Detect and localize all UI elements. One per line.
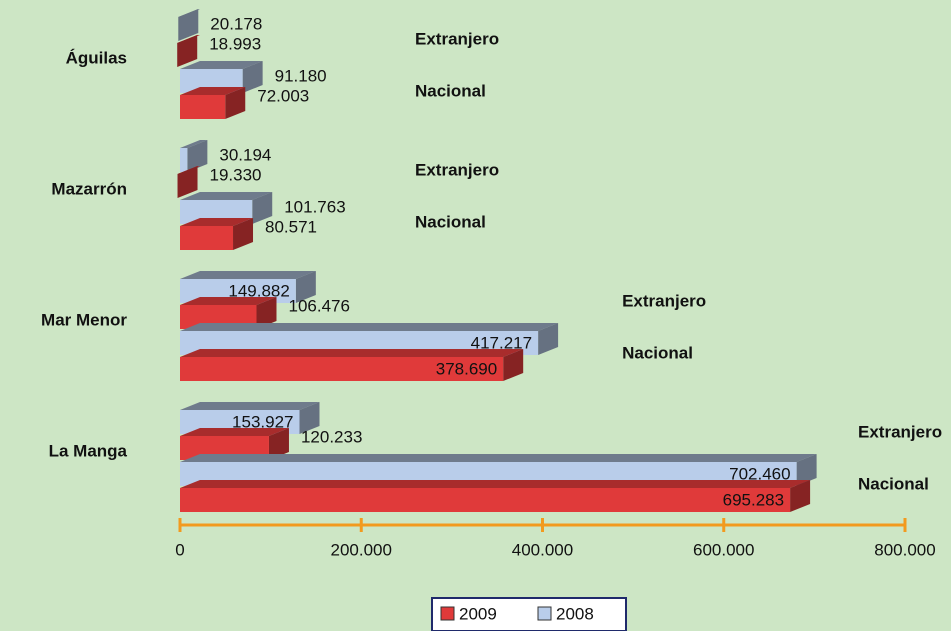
group-label: Extranjero xyxy=(622,291,706,310)
group-label: Nacional xyxy=(415,212,486,231)
bar-side xyxy=(538,323,559,355)
value-label: 702.460 xyxy=(729,464,790,483)
bar-top xyxy=(180,61,263,69)
value-label: 72.003 xyxy=(257,86,309,105)
group-label: Nacional xyxy=(622,343,693,362)
category-label: La Manga xyxy=(49,441,128,460)
bar-side xyxy=(178,9,199,41)
value-label: 18.993 xyxy=(209,34,261,53)
bar xyxy=(180,148,188,172)
value-label: 149.882 xyxy=(228,281,289,300)
bar-side xyxy=(256,297,277,329)
bar-side xyxy=(790,480,811,512)
bar-top xyxy=(180,402,320,410)
value-label: 20.178 xyxy=(210,14,262,33)
group-label: Nacional xyxy=(858,474,929,493)
x-tick-label: 400.000 xyxy=(512,540,573,559)
bar-top xyxy=(180,271,316,279)
group-label: Extranjero xyxy=(415,29,499,48)
bar xyxy=(180,95,226,119)
bar-top xyxy=(180,480,811,488)
bar-top xyxy=(180,218,254,226)
group-label: Extranjero xyxy=(415,160,499,179)
x-tick-label: 800.000 xyxy=(874,540,935,559)
bar-side xyxy=(268,428,289,460)
bar-top xyxy=(180,454,817,462)
legend-label: 2009 xyxy=(459,604,497,623)
bar-side xyxy=(242,61,263,93)
value-label: 19.330 xyxy=(210,165,262,184)
bar-top xyxy=(180,349,524,357)
bar-top xyxy=(180,323,559,331)
legend-swatch xyxy=(537,606,552,621)
bar-top xyxy=(180,192,273,200)
bar-top xyxy=(180,428,289,436)
legend-box xyxy=(431,597,627,631)
bar-top xyxy=(180,87,246,95)
category-label: Mazarrón xyxy=(51,179,127,198)
bar-side xyxy=(796,454,817,486)
value-label: 80.571 xyxy=(265,217,317,236)
group-label: Extranjero xyxy=(858,422,942,441)
group-label: Nacional xyxy=(415,81,486,100)
value-label: 91.180 xyxy=(275,66,327,85)
bar-side xyxy=(503,349,524,381)
bar-side xyxy=(295,271,316,303)
category-label: Mar Menor xyxy=(41,310,127,329)
value-label: 30.194 xyxy=(219,145,271,164)
x-tick-label: 0 xyxy=(175,540,184,559)
bar-side xyxy=(177,166,198,198)
category-label: Águilas xyxy=(66,48,127,67)
bar xyxy=(180,226,234,250)
value-label: 695.283 xyxy=(723,490,784,509)
bar-side xyxy=(233,218,254,250)
value-label: 120.233 xyxy=(301,427,362,446)
bar-side xyxy=(252,192,273,224)
legend-label: 2008 xyxy=(556,604,594,623)
legend-swatch xyxy=(440,606,455,621)
value-label: 378.690 xyxy=(436,359,497,378)
x-tick-label: 600.000 xyxy=(693,540,754,559)
bar-side xyxy=(177,35,198,67)
bar xyxy=(180,488,791,512)
bar-top xyxy=(180,297,277,305)
bar xyxy=(180,357,504,381)
value-label: 417.217 xyxy=(471,333,532,352)
bar-top xyxy=(180,140,208,148)
bar-side xyxy=(299,402,320,434)
value-label: 106.476 xyxy=(288,296,349,315)
bar-side xyxy=(225,87,246,119)
x-tick-label: 200.000 xyxy=(331,540,392,559)
value-label: 153.927 xyxy=(232,412,293,431)
bar-side xyxy=(187,140,208,172)
value-label: 101.763 xyxy=(284,197,345,216)
